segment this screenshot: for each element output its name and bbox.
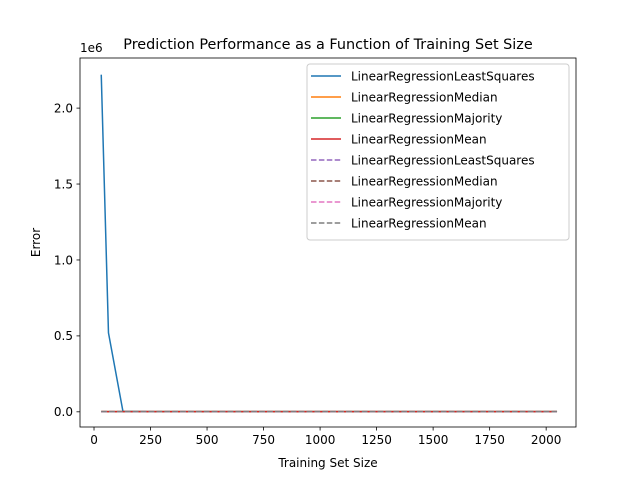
y-tick-label: 0.5	[54, 329, 73, 343]
y-tick-label: 2.0	[54, 101, 73, 115]
series-layer	[100, 74, 558, 413]
x-tick-label: 1750	[474, 433, 505, 447]
y-tick-label: 1.5	[54, 177, 73, 191]
x-tick-label: 0	[90, 433, 98, 447]
x-tick-label: 1000	[305, 433, 336, 447]
legend: LinearRegressionLeastSquares LinearRegres…	[306, 63, 570, 241]
plot-area-frame	[79, 57, 577, 428]
legend-label: LinearRegressionLeastSquares	[351, 69, 535, 83]
legend-label: LinearRegressionMean	[351, 216, 487, 230]
legend-label: LinearRegressionMedian	[351, 90, 498, 104]
y-axis-label: Error	[29, 228, 43, 257]
x-tick-label: 500	[196, 433, 219, 447]
x-tick-label: 750	[252, 433, 275, 447]
legend-box	[306, 63, 570, 241]
legend-label: LinearRegressionLeastSquares	[351, 153, 535, 167]
x-axis-label: Training Set Size	[277, 456, 377, 470]
legend-label: LinearRegressionMedian	[351, 174, 498, 188]
legend-label: LinearRegressionMajority	[351, 111, 502, 125]
legend-label: LinearRegressionMajority	[351, 195, 502, 209]
x-axis-ticks: 0 250 500 750 1000 1250 1500 1750 2000	[90, 427, 561, 447]
y-tick-label: 1.0	[54, 253, 73, 267]
x-tick-label: 1250	[361, 433, 392, 447]
x-tick-label: 250	[139, 433, 162, 447]
y-axis-scale-label: 1e6	[80, 41, 103, 55]
chart-title: Prediction Performance as a Function of …	[123, 37, 533, 53]
x-tick-label: 1500	[418, 433, 449, 447]
y-axis-ticks: 0.0 0.5 1.0 1.5 2.0	[54, 101, 80, 419]
y-tick-label: 0.0	[54, 405, 73, 419]
legend-label: LinearRegressionMean	[351, 132, 487, 146]
x-tick-label: 2000	[531, 433, 562, 447]
